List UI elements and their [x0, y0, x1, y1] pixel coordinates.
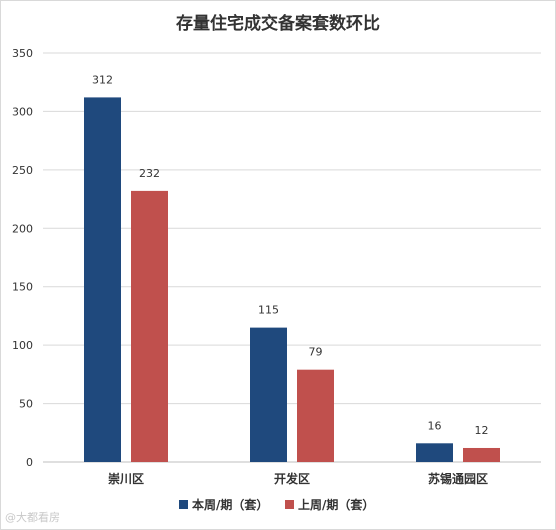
data-label: 12 [475, 424, 489, 437]
data-label: 312 [92, 73, 113, 86]
x-tick-label: 崇川区 [108, 471, 144, 486]
data-label: 16 [428, 419, 442, 432]
axes: 0 50 100 150 200 250 300 350 崇川区 开发区 苏锡通园区 [12, 47, 541, 486]
bars [84, 97, 500, 463]
y-tick-label: 250 [12, 164, 33, 177]
x-tick-label: 开发区 [274, 471, 310, 486]
y-tick-label: 200 [12, 222, 33, 235]
bar [463, 447, 500, 462]
legend-label: 本周/期（套） [192, 497, 268, 512]
legend: 本周/期（套） 上周/期（套） [179, 497, 374, 512]
gridlines [43, 52, 541, 463]
legend-swatch [285, 500, 294, 509]
bar [416, 443, 453, 462]
y-tick-label: 100 [12, 339, 33, 352]
y-tick-label: 350 [12, 47, 33, 60]
bar [131, 190, 168, 463]
data-label: 115 [258, 304, 279, 317]
x-tick-label: 苏锡通园区 [428, 471, 488, 486]
data-labels: 312 232 115 79 16 12 [92, 73, 489, 437]
data-label: 79 [309, 346, 323, 359]
bar [84, 97, 121, 463]
bar [250, 327, 287, 462]
y-tick-label: 50 [19, 398, 33, 411]
legend-label: 上周/期（套） [298, 497, 374, 512]
y-tick-label: 300 [12, 105, 33, 118]
watermark: @大都看房 [5, 511, 60, 524]
y-tick-label: 150 [12, 281, 33, 294]
legend-swatch [179, 500, 188, 509]
chart-title: 存量住宅成交备案套数环比 [176, 13, 380, 34]
data-label: 232 [139, 167, 160, 180]
y-tick-label: 0 [26, 456, 33, 469]
bar [297, 369, 334, 462]
